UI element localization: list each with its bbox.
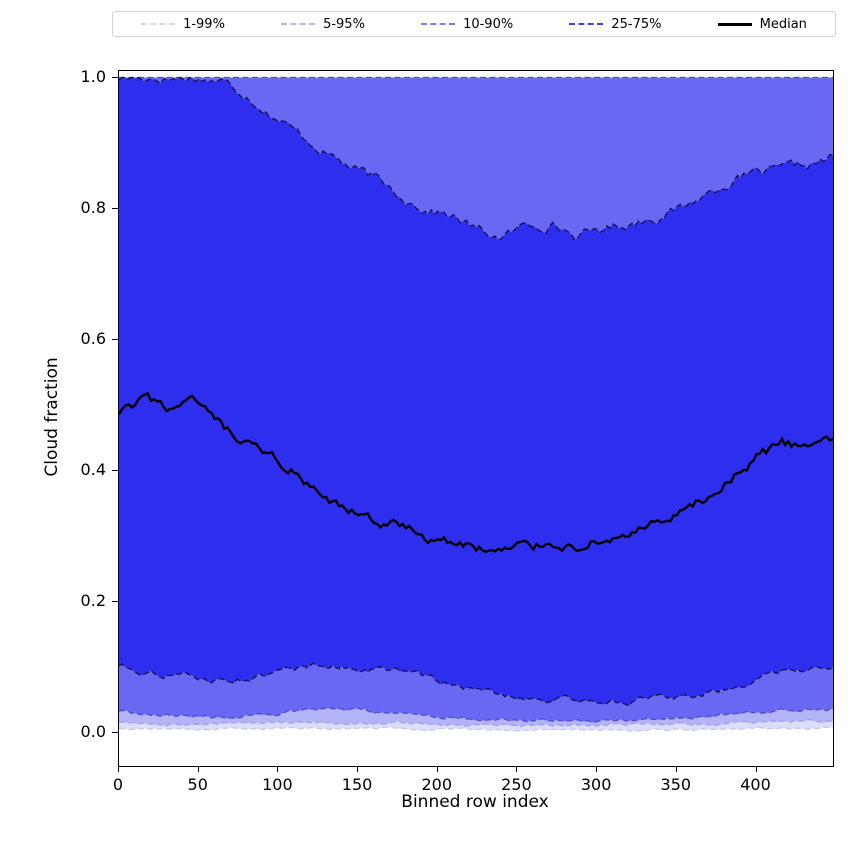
- y-tick-mark: [112, 207, 118, 209]
- chart-svg: [119, 76, 833, 732]
- x-tick-label: 0: [112, 775, 124, 794]
- legend-entry-label: 5-95%: [323, 16, 365, 32]
- x-tick-label: 150: [341, 775, 373, 794]
- band-edge-lower-10-90%: [119, 707, 833, 724]
- legend-line-sample: [281, 23, 316, 25]
- legend-entry-label: 1-99%: [183, 16, 225, 32]
- y-tick-label: 0.2: [80, 591, 106, 611]
- band-edge-lower-25-75%: [119, 662, 833, 707]
- y-tick-mark: [112, 469, 118, 471]
- band-edge-lower-1-99%: [119, 726, 833, 732]
- legend-line-sample: [717, 22, 752, 26]
- y-tick-mark: [112, 732, 118, 734]
- x-tick-mark: [675, 766, 677, 772]
- legend-entry-1-99-: 1-99%: [141, 18, 225, 31]
- y-tick-label: 0.4: [80, 459, 106, 479]
- y-tick-mark: [112, 76, 118, 78]
- x-tick-mark: [277, 766, 279, 772]
- x-tick-label: 350: [660, 775, 692, 794]
- x-axis-label: Binned row index: [401, 792, 549, 812]
- band-edge-lower-5-95%: [119, 718, 833, 728]
- x-tick-label: 400: [740, 775, 771, 794]
- y-tick-label: 0.6: [80, 328, 106, 348]
- x-tick-mark: [596, 766, 598, 772]
- x-tick-label: 300: [580, 775, 612, 794]
- x-tick-label: 250: [501, 775, 532, 794]
- x-tick-mark: [436, 766, 438, 772]
- y-tick-label: 0.8: [80, 197, 106, 217]
- x-tick-mark: [118, 766, 119, 772]
- legend-entry-label: Median: [759, 16, 807, 32]
- y-tick-mark: [112, 601, 118, 603]
- y-tick-label: 1.0: [80, 66, 106, 86]
- x-tick-mark: [197, 766, 199, 772]
- x-tick-label: 200: [421, 775, 453, 794]
- y-tick-mark: [112, 338, 118, 340]
- median-line: [119, 391, 833, 554]
- y-tick-label: 0.0: [80, 722, 106, 742]
- band-fill-25-75%: [119, 77, 833, 706]
- legend: 1-99% 5-95% 10-90% 25-75% Median: [112, 11, 836, 37]
- x-tick-mark: [755, 766, 757, 772]
- legend-entry-5-95-: 5-95%: [281, 18, 365, 31]
- legend-line-sample: [569, 23, 604, 25]
- legend-entry-10-90-: 10-90%: [421, 18, 513, 31]
- legend-line-sample: [141, 23, 176, 25]
- x-tick-mark: [357, 766, 359, 772]
- x-tick-label: 100: [262, 775, 293, 794]
- y-axis-label: Cloud fraction: [42, 357, 62, 477]
- plot-area: [118, 70, 834, 767]
- legend-line-sample: [421, 23, 456, 25]
- legend-entry-label: 10-90%: [463, 16, 514, 32]
- x-tick-label: 50: [187, 775, 208, 794]
- x-tick-mark: [516, 766, 518, 772]
- legend-entry-25-75-: 25-75%: [569, 18, 661, 31]
- band-edge-upper-25-75%: [119, 76, 833, 242]
- legend-entry-median: Median: [717, 16, 807, 32]
- legend-entry-label: 25-75%: [611, 16, 662, 32]
